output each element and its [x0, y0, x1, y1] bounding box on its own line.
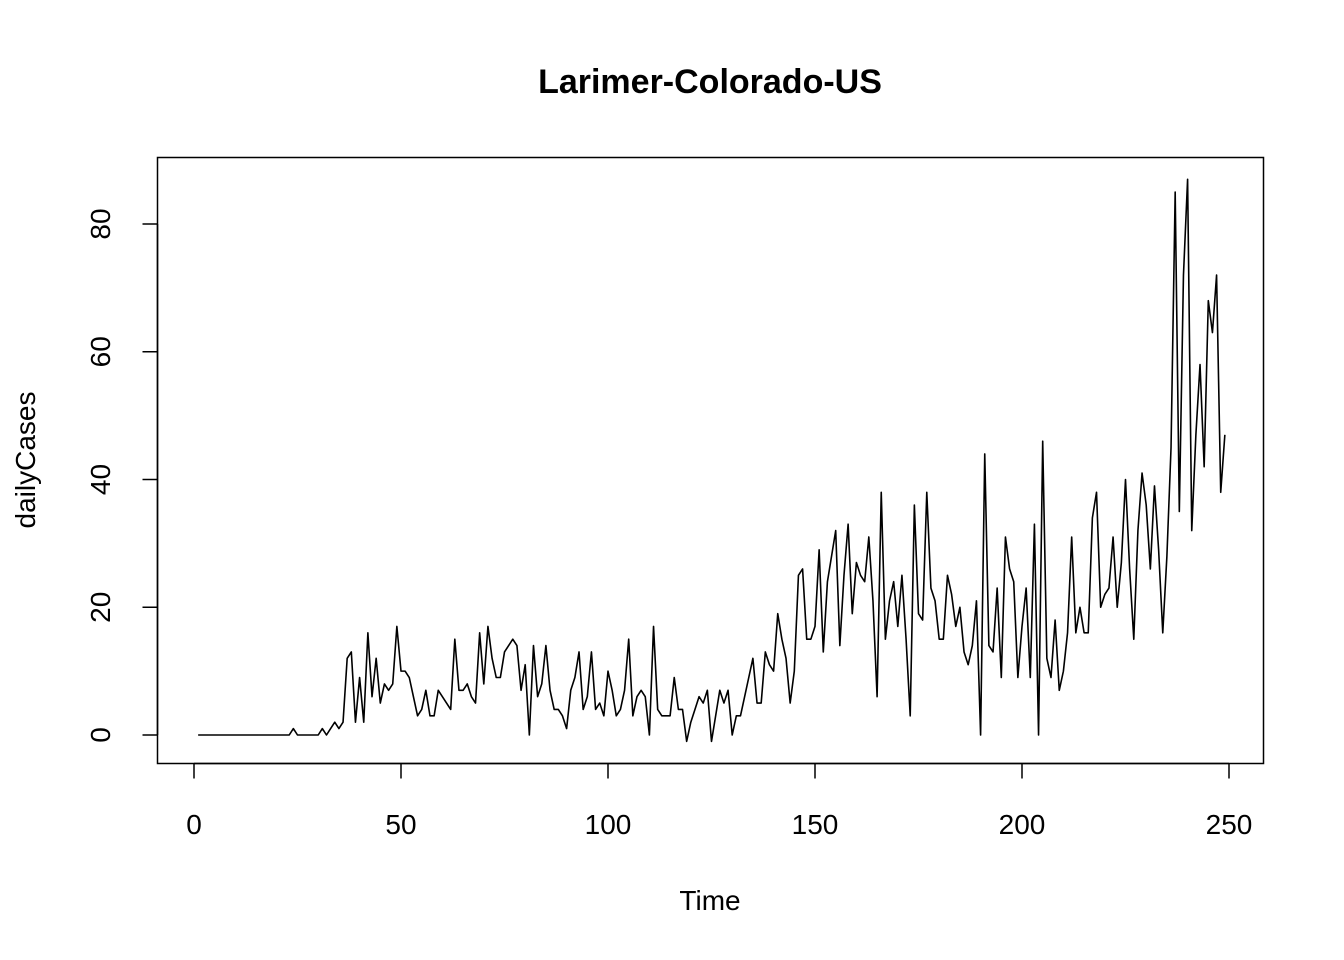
x-axis: 0 50 100 150 200 250 [186, 762, 1253, 840]
y-tick-label: 20 [85, 592, 116, 623]
x-tick-label: 100 [585, 809, 632, 840]
x-tick-label: 0 [186, 809, 202, 840]
y-axis: 0 20 40 60 80 [85, 208, 159, 743]
y-tick-label: 0 [85, 727, 116, 743]
daily-cases-line [198, 178, 1226, 743]
x-tick-label: 250 [1206, 809, 1253, 840]
y-tick-label: 40 [85, 464, 116, 495]
x-tick-label: 50 [385, 809, 416, 840]
x-axis-label: Time [679, 885, 740, 916]
x-tick-label: 150 [792, 809, 839, 840]
x-tick-label: 200 [999, 809, 1046, 840]
plot-frame [156, 156, 1265, 765]
y-axis-label: dailyCases [10, 392, 41, 529]
y-tick-label: 80 [85, 208, 116, 239]
chart-title: Larimer-Colorado-US [538, 63, 882, 101]
y-tick-label: 60 [85, 336, 116, 367]
